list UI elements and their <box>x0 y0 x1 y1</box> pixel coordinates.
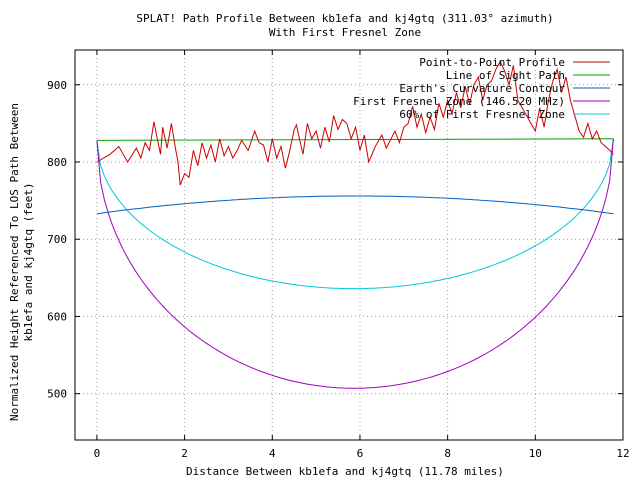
y-tick-label: 900 <box>47 79 67 92</box>
x-tick-label: 0 <box>94 447 101 460</box>
y-tick-label: 600 <box>47 310 67 323</box>
y-tick-label: 800 <box>47 156 67 169</box>
x-tick-label: 8 <box>444 447 451 460</box>
legend-label: 60% of First Fresnel Zone <box>399 108 565 121</box>
x-tick-label: 12 <box>616 447 629 460</box>
chart-subtitle: With First Fresnel Zone <box>269 26 421 39</box>
x-tick-label: 10 <box>529 447 542 460</box>
series-line-2 <box>96 195 614 215</box>
legend-label: Point-to-Point Profile <box>419 56 565 69</box>
legend-label: Line of Sight Path <box>446 69 565 82</box>
chart-title: SPLAT! Path Profile Between kb1efa and k… <box>136 12 553 25</box>
y-tick-label: 500 <box>47 388 67 401</box>
x-tick-label: 4 <box>269 447 276 460</box>
x-axis-label: Distance Between kb1efa and kj4gtq (11.7… <box>186 465 504 478</box>
series-line-4 <box>96 138 614 290</box>
y-tick-label: 700 <box>47 233 67 246</box>
legend-label: Earth's Curvature Contour <box>399 82 565 95</box>
x-tick-label: 6 <box>357 447 364 460</box>
series-line-0 <box>96 60 614 186</box>
series-lines <box>96 60 614 389</box>
x-tick-label: 2 <box>181 447 188 460</box>
y-axis-label-line2: kb1efa and kj4gtq (feet) <box>22 183 35 342</box>
plot-border <box>74 49 624 441</box>
y-axis-label-line1: Normalized Height Referenced To LOS Path… <box>8 103 21 421</box>
series-line-3 <box>96 138 614 389</box>
legend-label: First Fresnel Zone (146.520 MHz) <box>353 95 565 108</box>
series-line-1 <box>96 138 614 141</box>
